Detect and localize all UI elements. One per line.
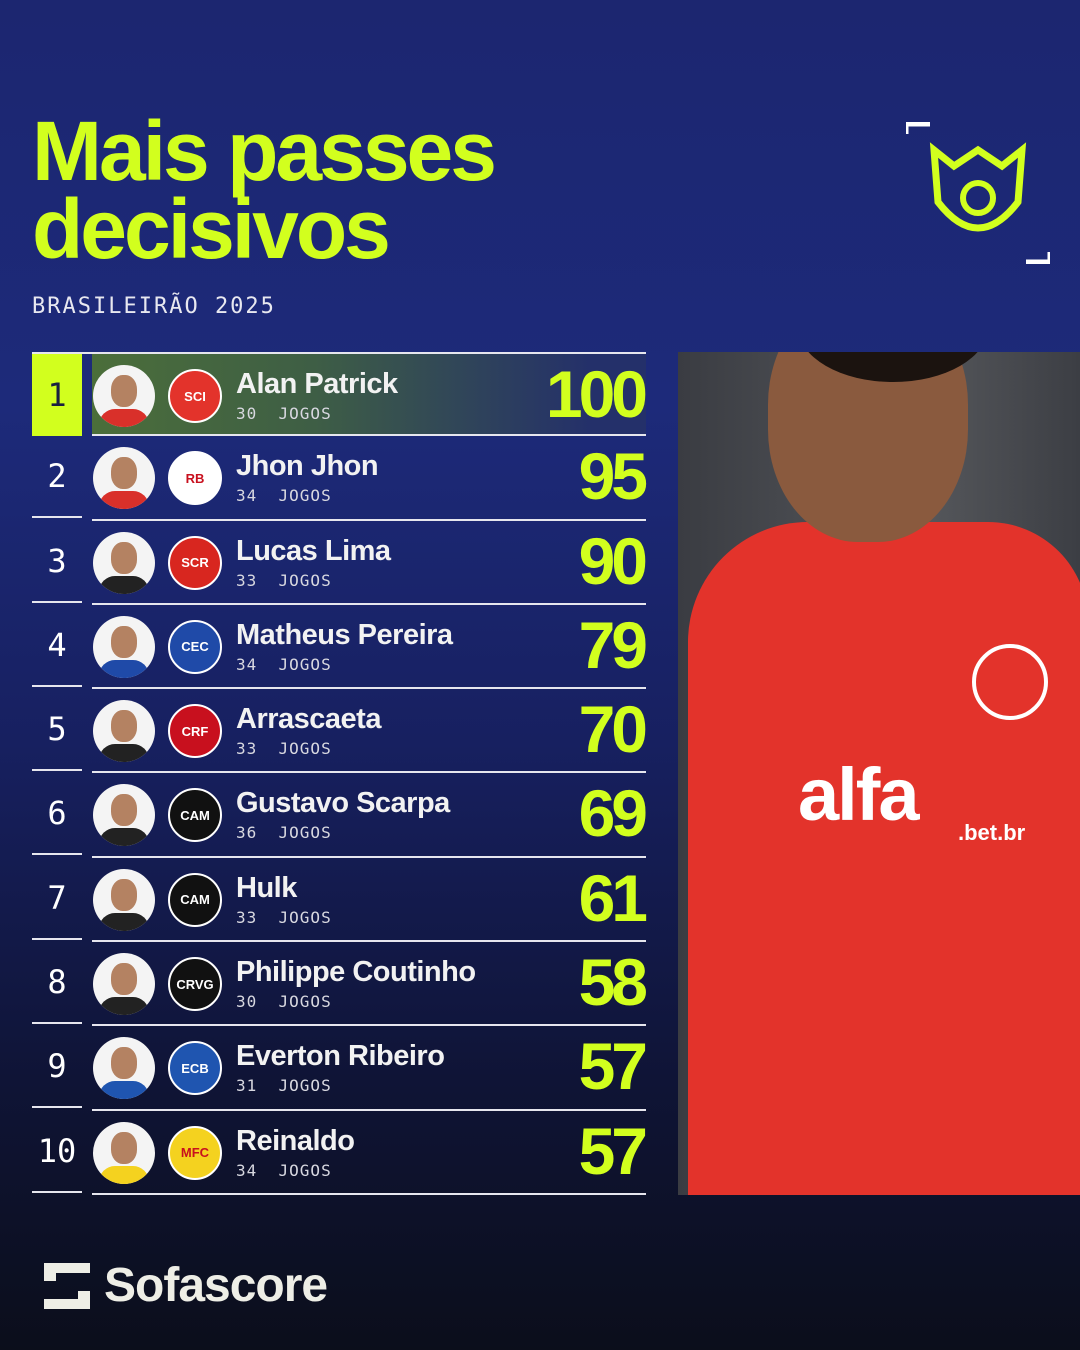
- rank: 8: [32, 942, 82, 1025]
- games-played: 30 JOGOS: [236, 404, 332, 423]
- table-row: 10 MFC Reinaldo 34 JOGOS 57: [32, 1111, 648, 1195]
- player-avatar: [93, 784, 155, 847]
- player-avatar: [93, 868, 155, 931]
- player-name: Lucas Lima: [236, 534, 391, 567]
- atletico-mineiro-logo-icon: CAM: [168, 872, 222, 927]
- cruzeiro-logo-icon: CEC: [168, 619, 222, 674]
- sport-recife-logo-icon: SCR: [168, 535, 222, 590]
- flamengo-logo-icon: CRF: [168, 704, 222, 759]
- player-name: Hulk: [236, 871, 297, 904]
- player-name: Everton Ribeiro: [236, 1040, 445, 1073]
- games-played: 33 JOGOS: [236, 907, 332, 927]
- player-avatar: [93, 1121, 155, 1184]
- player-avatar: [93, 700, 155, 763]
- sofascore-logo: Sofascore: [44, 1258, 328, 1313]
- games-played: 31 JOGOS: [236, 1076, 332, 1096]
- assists-value: 57: [578, 1029, 648, 1104]
- atletico-mineiro-logo-icon: CAM: [168, 788, 222, 843]
- divider: [92, 687, 646, 690]
- sponsor-subtext: .bet.br: [958, 820, 1026, 845]
- assists-value: 79: [578, 607, 648, 682]
- bahia-logo-icon: ECB: [168, 1041, 222, 1096]
- assists-value: 95: [578, 439, 648, 514]
- table-row: 5 CRF Arrascaeta 33 JOGOS 70: [32, 689, 648, 774]
- player-avatar: [93, 531, 155, 594]
- player-name: Philippe Coutinho: [236, 956, 476, 989]
- table-row: 9 ECB Everton Ribeiro 31 JOGOS 57: [32, 1026, 648, 1111]
- ranking-table: 1 SCI Alan Patrick 30 JOGOS 100 2 RB Jhon…: [32, 352, 648, 1195]
- player-avatar: [93, 447, 155, 510]
- player-avatar: [93, 615, 155, 678]
- rank: 9: [32, 1026, 82, 1109]
- assists-value: 58: [578, 945, 648, 1020]
- rank: 7: [32, 858, 82, 940]
- sponsor-text: alfa: [798, 753, 920, 836]
- table-row: 6 CAM Gustavo Scarpa 36 JOGOS 69: [32, 773, 648, 858]
- page-title: Mais passes decisivos: [32, 104, 497, 276]
- assists-value: 90: [578, 523, 648, 598]
- rank: 10: [32, 1111, 82, 1193]
- rank: 5: [32, 689, 82, 772]
- internacional-logo-icon: SCI: [168, 369, 222, 423]
- player-avatar: [93, 365, 155, 427]
- divider: [92, 855, 646, 858]
- table-row: 1 SCI Alan Patrick 30 JOGOS 100: [32, 352, 648, 437]
- table-row: 2 RB Jhon Jhon 34 JOGOS 95: [32, 436, 648, 521]
- brasileirao-icon: [906, 122, 1050, 264]
- rank: 3: [32, 521, 82, 603]
- divider: [92, 1108, 646, 1111]
- table-row: 7 CAM Hulk 33 JOGOS 61: [32, 858, 648, 943]
- games-played: 34 JOGOS: [236, 1160, 332, 1180]
- divider: [92, 602, 646, 605]
- player-name: Alan Patrick: [236, 368, 398, 400]
- divider: [92, 1024, 646, 1027]
- player-name: Gustavo Scarpa: [236, 787, 450, 820]
- games-played: 36 JOGOS: [236, 823, 332, 843]
- player-name: Arrascaeta: [236, 703, 381, 736]
- red-bull-bragantino-logo-icon: RB: [168, 451, 222, 506]
- table-row: 3 SCR Lucas Lima 33 JOGOS 90: [32, 521, 648, 605]
- rank: 2: [32, 436, 82, 519]
- games-played: 30 JOGOS: [236, 992, 332, 1012]
- divider: [92, 1192, 646, 1195]
- games-played: 34 JOGOS: [236, 486, 332, 506]
- player-name: Reinaldo: [236, 1124, 355, 1157]
- vasco-logo-icon: CRVG: [168, 957, 222, 1012]
- assists-value: 61: [578, 860, 648, 935]
- rank: 6: [32, 773, 82, 856]
- player-avatar: [93, 1037, 155, 1100]
- player-name: Matheus Pereira: [236, 618, 453, 651]
- divider: [92, 518, 646, 521]
- games-played: 33 JOGOS: [236, 739, 332, 759]
- divider: [92, 771, 646, 774]
- assists-value: 69: [578, 776, 648, 851]
- player-photo: alfa .bet.br: [678, 352, 1080, 1195]
- divider: [92, 940, 646, 943]
- subtitle: BRASILEIRÃO 2025: [32, 294, 276, 319]
- sofascore-mark-icon: [44, 1262, 90, 1309]
- assists-value: 70: [578, 692, 648, 767]
- games-played: 34 JOGOS: [236, 654, 332, 674]
- assists-value: 100: [545, 357, 648, 431]
- table-row: 8 CRVG Philippe Coutinho 30 JOGOS 58: [32, 942, 648, 1027]
- player-name: Jhon Jhon: [236, 450, 379, 483]
- player-avatar: [93, 953, 155, 1016]
- table-row: 4 CEC Matheus Pereira 34 JOGOS 79: [32, 605, 648, 690]
- assists-value: 57: [578, 1113, 648, 1188]
- games-played: 33 JOGOS: [236, 570, 332, 590]
- rank: 1: [32, 354, 82, 436]
- internacional-crest-icon: [972, 644, 1048, 720]
- divider: [92, 434, 646, 437]
- rank: 4: [32, 605, 82, 687]
- mirassol-logo-icon: MFC: [168, 1125, 222, 1180]
